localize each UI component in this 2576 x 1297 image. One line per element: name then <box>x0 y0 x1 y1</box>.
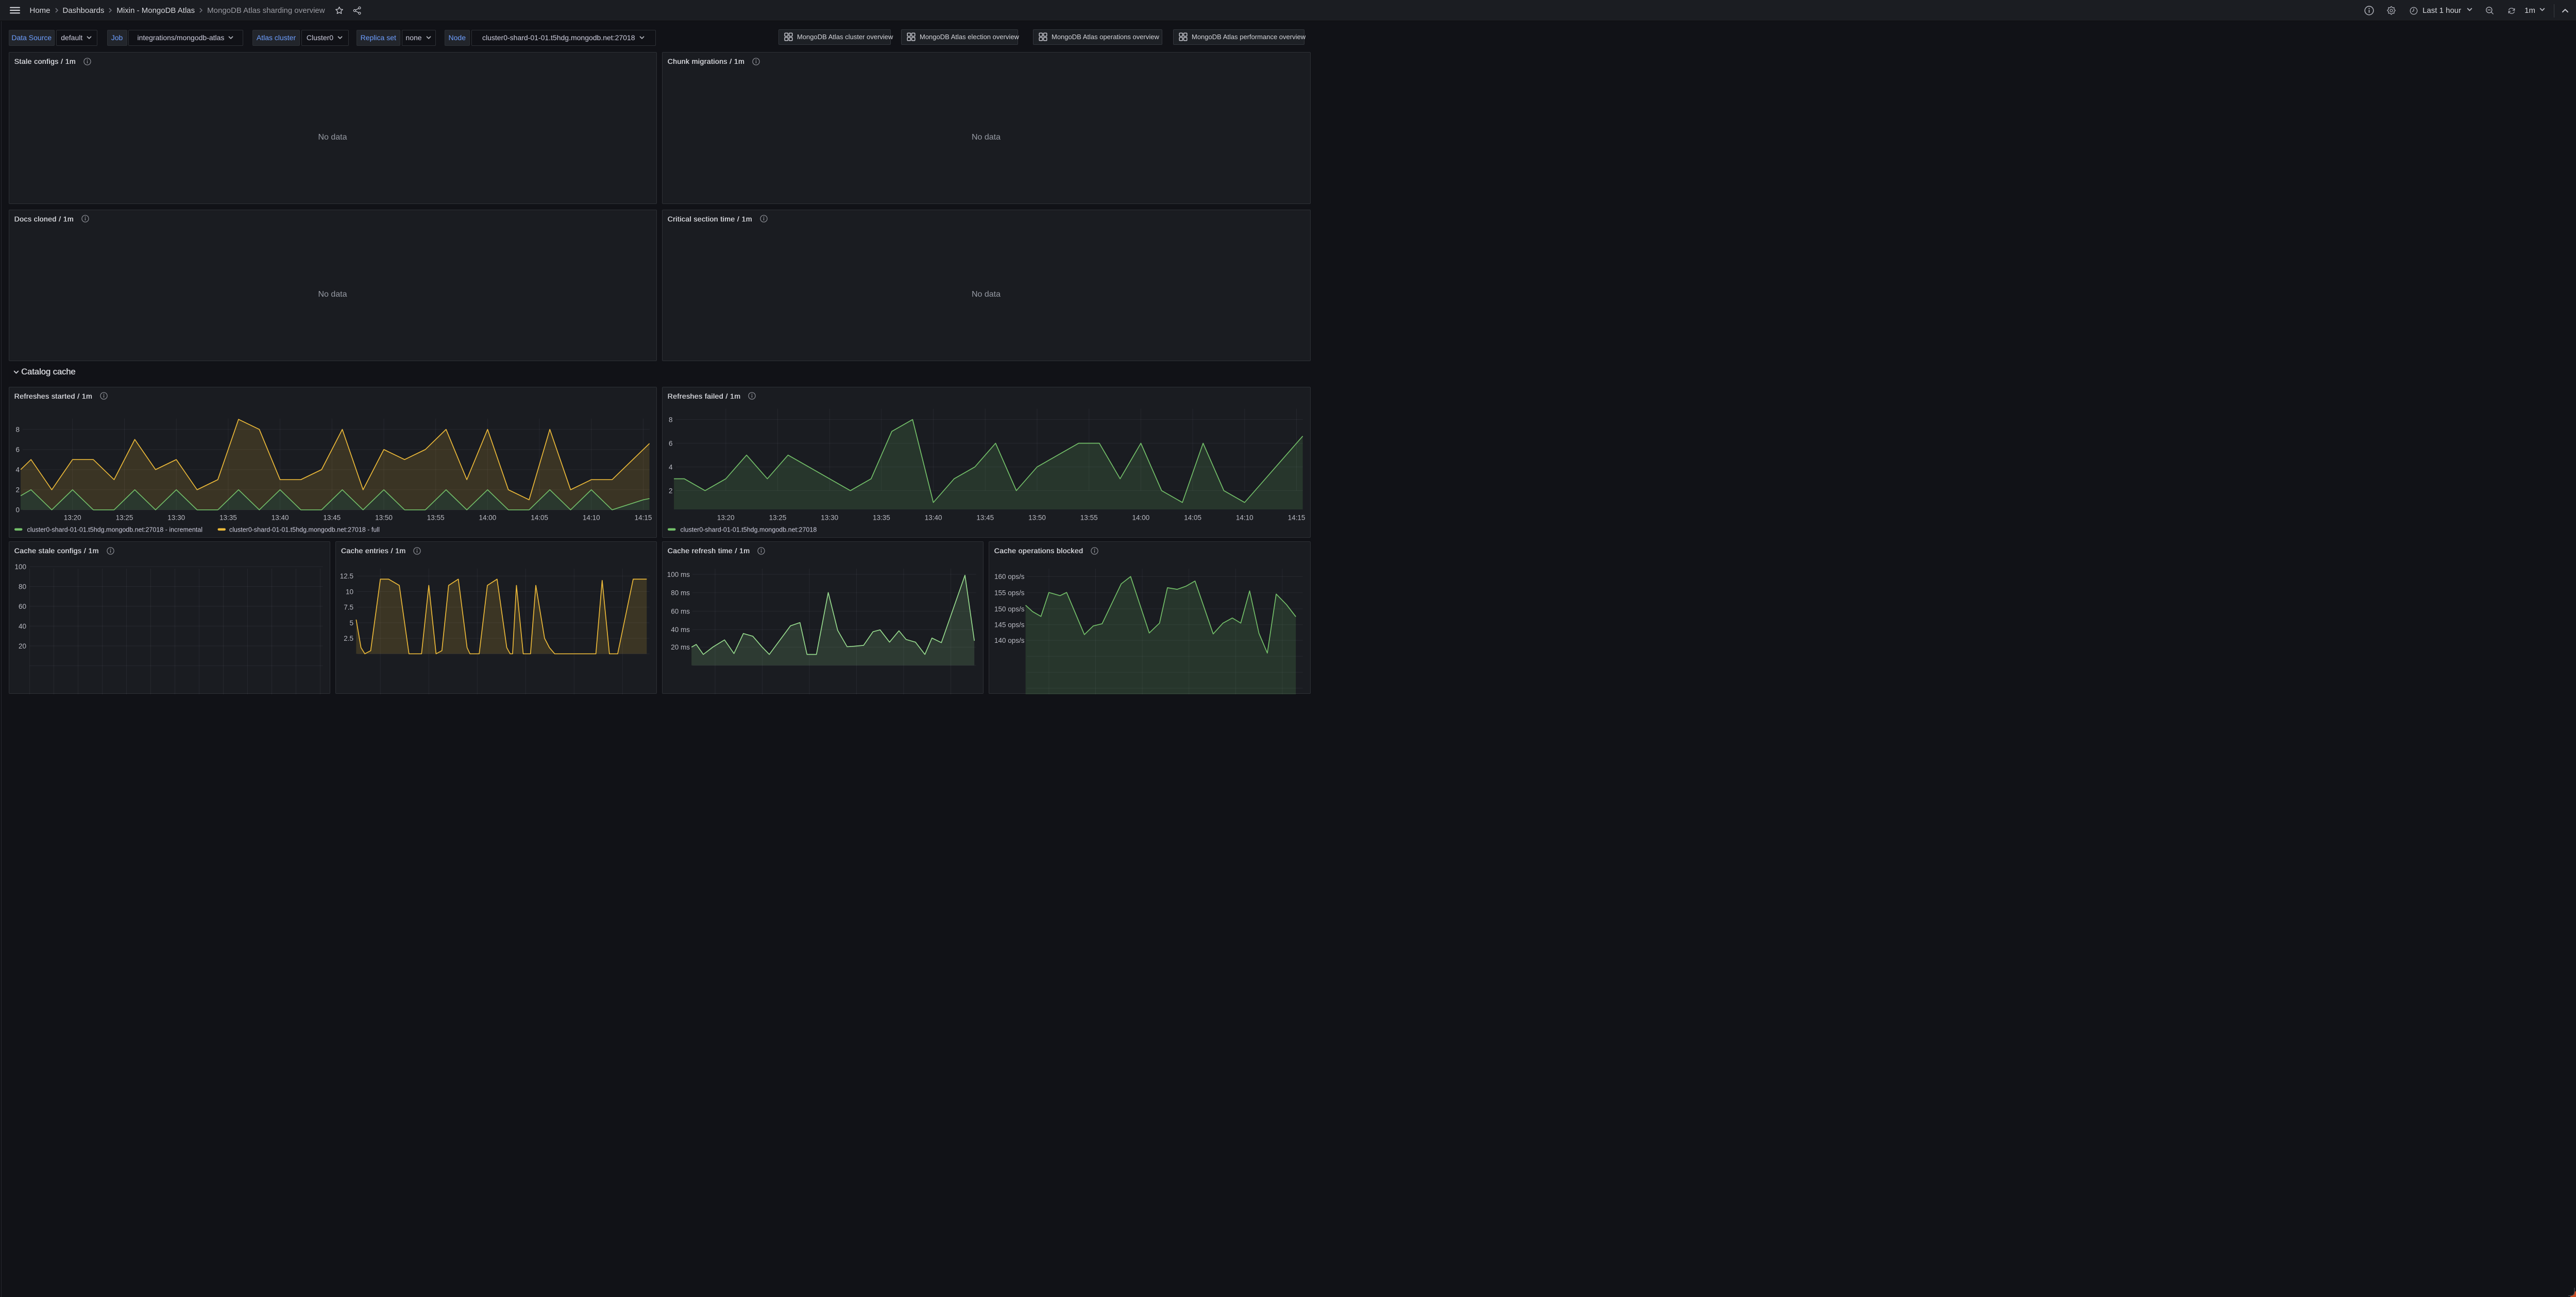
svg-text:60 ms: 60 ms <box>671 608 690 616</box>
svg-text:13:55: 13:55 <box>427 514 444 521</box>
svg-text:13:40: 13:40 <box>924 514 942 521</box>
svg-text:13:25: 13:25 <box>115 514 133 521</box>
svg-text:4: 4 <box>15 466 20 473</box>
svg-text:2: 2 <box>15 486 20 493</box>
svg-text:13:55: 13:55 <box>1080 514 1097 521</box>
svg-text:13:45: 13:45 <box>323 514 341 521</box>
svg-text:60: 60 <box>18 603 26 610</box>
svg-text:cluster0-shard-01-01.t5hdg.mon: cluster0-shard-01-01.t5hdg.mongodb.net:2… <box>229 526 380 533</box>
svg-text:13:35: 13:35 <box>219 514 237 521</box>
svg-text:cluster0-shard-01-01.t5hdg.mon: cluster0-shard-01-01.t5hdg.mongodb.net:2… <box>680 526 817 533</box>
svg-text:4: 4 <box>668 463 672 471</box>
svg-text:12.5: 12.5 <box>340 572 353 580</box>
svg-text:80: 80 <box>18 583 26 590</box>
svg-text:14:00: 14:00 <box>479 514 496 521</box>
svg-text:14:15: 14:15 <box>1287 514 1305 521</box>
svg-text:13:20: 13:20 <box>63 514 81 521</box>
svg-text:10: 10 <box>346 588 353 595</box>
svg-text:13:35: 13:35 <box>873 514 890 521</box>
svg-text:6: 6 <box>15 446 20 453</box>
svg-text:13:40: 13:40 <box>271 514 289 521</box>
svg-text:14:15: 14:15 <box>634 514 652 521</box>
svg-text:8: 8 <box>15 425 20 433</box>
svg-text:20: 20 <box>18 642 26 650</box>
svg-text:13:30: 13:30 <box>821 514 838 521</box>
svg-text:20 ms: 20 ms <box>671 643 690 651</box>
svg-text:5: 5 <box>349 619 353 627</box>
svg-text:14:05: 14:05 <box>1184 514 1201 521</box>
svg-text:40: 40 <box>18 622 26 630</box>
svg-text:13:25: 13:25 <box>769 514 786 521</box>
svg-text:14:05: 14:05 <box>531 514 548 521</box>
svg-text:13:30: 13:30 <box>167 514 185 521</box>
svg-text:40 ms: 40 ms <box>671 626 690 634</box>
svg-text:140 ops/s: 140 ops/s <box>994 637 1024 644</box>
svg-text:145 ops/s: 145 ops/s <box>994 621 1024 629</box>
svg-text:6: 6 <box>668 439 672 447</box>
svg-text:100: 100 <box>14 563 26 571</box>
svg-text:160 ops/s: 160 ops/s <box>994 573 1024 581</box>
svg-text:14:10: 14:10 <box>1235 514 1253 521</box>
svg-text:2: 2 <box>668 487 672 494</box>
svg-text:13:50: 13:50 <box>375 514 393 521</box>
svg-text:7.5: 7.5 <box>344 604 353 611</box>
svg-text:14:00: 14:00 <box>1132 514 1149 521</box>
svg-text:150 ops/s: 150 ops/s <box>994 605 1024 613</box>
svg-text:8: 8 <box>668 416 672 423</box>
svg-text:80 ms: 80 ms <box>671 589 690 597</box>
svg-text:155 ops/s: 155 ops/s <box>994 589 1024 597</box>
svg-text:13:50: 13:50 <box>1028 514 1046 521</box>
svg-text:0: 0 <box>15 506 20 514</box>
svg-text:14:10: 14:10 <box>582 514 600 521</box>
svg-text:2.5: 2.5 <box>344 635 353 642</box>
svg-text:13:20: 13:20 <box>717 514 734 521</box>
svg-text:cluster0-shard-01-01.t5hdg.mon: cluster0-shard-01-01.t5hdg.mongodb.net:2… <box>27 526 202 533</box>
svg-text:13:45: 13:45 <box>976 514 994 521</box>
svg-text:100 ms: 100 ms <box>667 571 690 578</box>
